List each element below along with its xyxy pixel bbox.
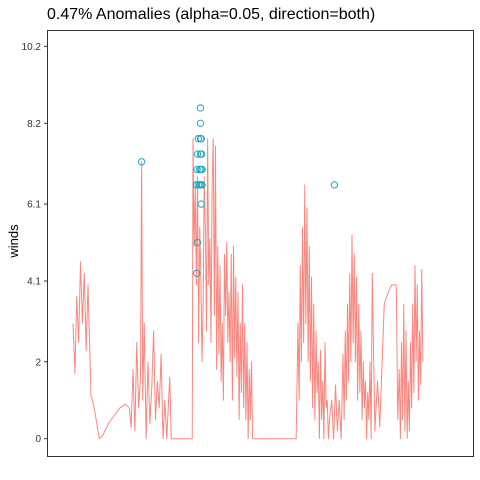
anomaly-point [193, 165, 201, 174]
anomaly-point [198, 181, 206, 189]
anomaly-point [196, 119, 205, 128]
anomaly-point [330, 181, 339, 189]
y-tick-label: 6.1 [27, 200, 41, 211]
plot-panel-border [47, 30, 474, 457]
anomaly-point [197, 150, 206, 158]
anomaly-point [197, 200, 205, 208]
y-tick-label: 2 [35, 357, 41, 368]
chart-title: 0.47% Anomalies (alpha=0.05, direction=b… [47, 6, 375, 23]
anomaly-point [193, 269, 201, 278]
anomaly-point [196, 104, 205, 112]
anomaly-point [193, 238, 202, 247]
anomaly-point [197, 134, 205, 143]
y-tick-label: 4.1 [27, 277, 41, 288]
anomaly-point [194, 134, 202, 143]
anomaly-point [137, 158, 146, 166]
y-tick-label: 10.2 [22, 42, 42, 53]
y-axis: 0 2 4.1 6.1 8.2 10.2 [22, 42, 48, 445]
anomaly-point [192, 181, 201, 189]
series-line [72, 138, 424, 440]
anomaly-point [198, 165, 206, 174]
y-axis-label: winds [6, 224, 21, 259]
anomaly-point [193, 150, 202, 158]
y-tick-label: 8.2 [27, 119, 41, 130]
y-tick-label: 0 [35, 434, 41, 445]
plot-area [72, 104, 424, 440]
